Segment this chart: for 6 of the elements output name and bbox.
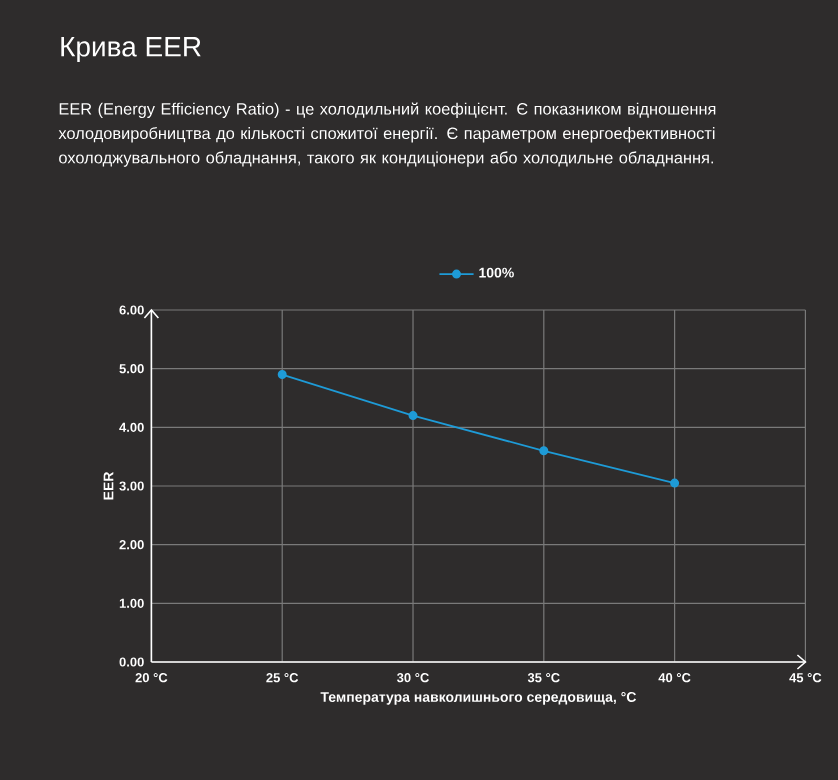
point (670, 478, 680, 488)
chart-subtitle: EER (Energy Efficiency Ratio) - це холодильний коефіцієнт. Є показником відношення холодовиробництва до кількості спожитої енергії. Є параметром енергоефективності охолоджувального обладнання, такого як кондиціонери або холодильне обладнання. (58, 102, 716, 167)
point (277, 370, 287, 380)
chart-title: Крива EER (61, 37, 201, 63)
point (539, 446, 549, 456)
point (408, 411, 418, 421)
